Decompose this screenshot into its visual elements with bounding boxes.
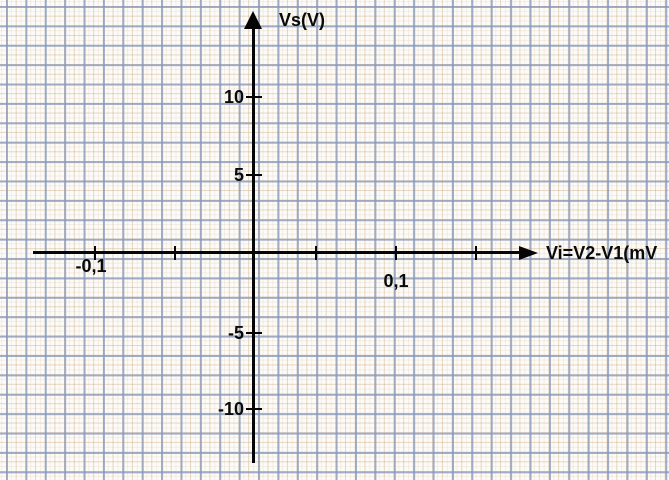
x-tick-mark (315, 246, 317, 260)
x-axis-line (33, 251, 521, 254)
y-tick-label: 5 (233, 165, 244, 185)
y-tick-label: 10 (223, 87, 244, 107)
x-tick-mark (475, 246, 477, 260)
x-axis-label: Vi=V2-V1(mV (546, 243, 658, 263)
x-tick-label: 0,1 (383, 271, 409, 291)
y-axis-line (252, 26, 255, 463)
y-tick-mark (246, 96, 262, 98)
x-tick-mark (174, 246, 176, 260)
x-axis-arrow-icon (519, 246, 538, 260)
y-tick-mark (246, 332, 262, 334)
x-tick-label: -0,1 (75, 256, 107, 276)
x-tick-mark (395, 246, 397, 260)
y-tick-label: -5 (227, 323, 244, 343)
y-tick-mark (246, 174, 262, 176)
y-tick-mark (246, 408, 262, 410)
y-tick-label: -10 (217, 399, 244, 419)
y-axis-arrow-icon (244, 11, 262, 29)
x-tick-mark (94, 246, 96, 260)
y-axis-label: Vs(V) (279, 10, 326, 30)
